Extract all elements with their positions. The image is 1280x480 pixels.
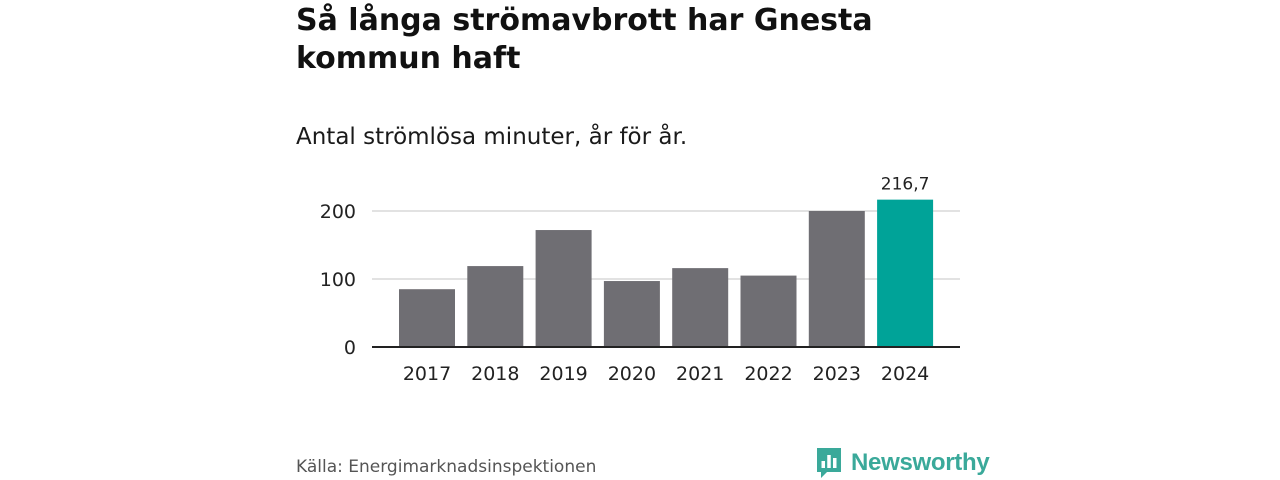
source-note: Källa: Energimarknadsinspektionen <box>296 457 597 477</box>
chart-subtitle: Antal strömlösa minuter, år för år. <box>296 124 688 150</box>
x-tick-label: 2021 <box>676 363 724 385</box>
y-tick-label: 200 <box>320 201 356 223</box>
x-tick-label: 2017 <box>403 363 451 385</box>
data-label: 216,7 <box>881 175 930 195</box>
brand-name: Newsworthy <box>851 449 990 476</box>
bar-2022 <box>740 275 797 347</box>
bar-2021 <box>672 268 729 347</box>
bar-2018 <box>467 266 524 347</box>
chart-title: Så långa strömavbrott har Gnesta kommun … <box>296 3 873 76</box>
newsworthy-logo: Newsworthy <box>815 446 990 480</box>
bar-2017 <box>399 289 455 347</box>
bar-2024 <box>877 199 934 347</box>
x-tick-label: 2020 <box>608 363 656 385</box>
bar-2023 <box>808 211 865 347</box>
x-tick-label: 2018 <box>471 363 519 385</box>
bar-2020 <box>603 281 660 347</box>
bar-chart-speech-icon <box>817 448 841 478</box>
x-tick-label: 2023 <box>813 363 861 385</box>
x-tick-label: 2022 <box>744 363 792 385</box>
y-tick-label: 100 <box>320 269 356 291</box>
x-tick-label: 2019 <box>539 363 587 385</box>
y-tick-label: 0 <box>344 337 356 359</box>
x-tick-label: 2024 <box>881 363 929 385</box>
bar-2019 <box>535 230 592 347</box>
